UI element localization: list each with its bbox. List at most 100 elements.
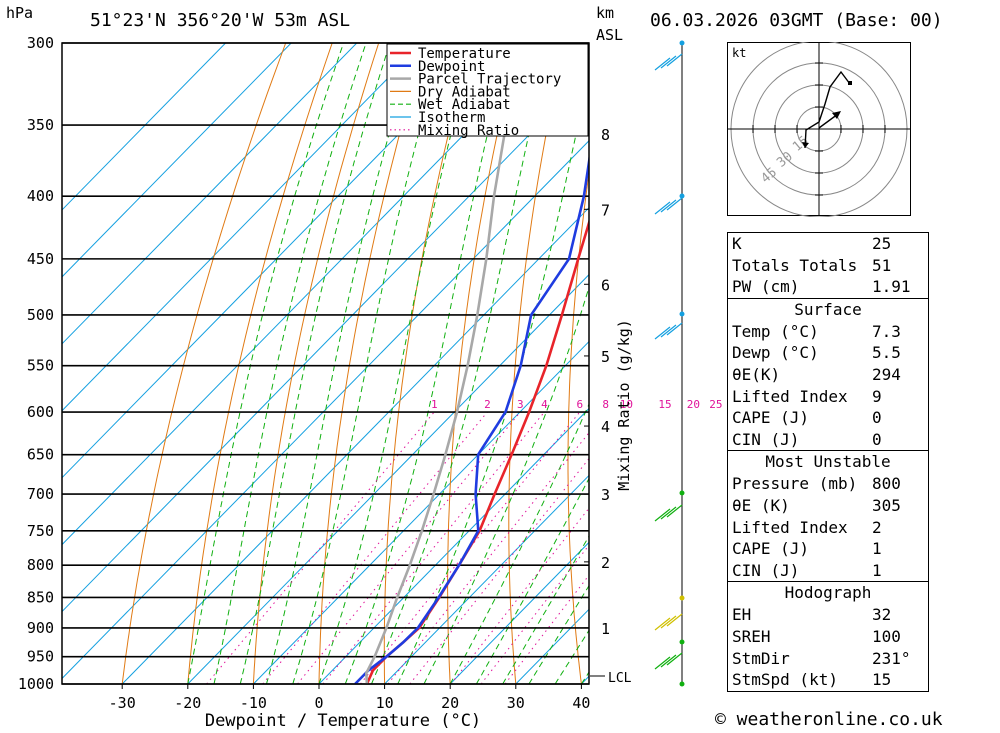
wind-level-marker <box>679 639 685 645</box>
most-unstable-title: Most Unstable <box>765 452 891 472</box>
hodo-index-value: 32 <box>872 605 892 625</box>
basic-index-value: 1.91 <box>872 277 911 297</box>
legend-label: Parcel Trajectory <box>418 72 561 88</box>
dry-adiabat-line <box>318 43 426 684</box>
surface-index-key: CAPE (J) <box>732 408 810 428</box>
legend-label: Dry Adiabat <box>418 84 511 100</box>
hodograph-start-marker <box>802 142 809 148</box>
x-axis-label: Dewpoint / Temperature (°C) <box>205 711 481 731</box>
dry-adiabat-line <box>681 25 718 710</box>
x-tick-label: -20 <box>174 694 201 712</box>
isotherm-line <box>62 43 358 345</box>
mu-index-key: Pressure (mb) <box>732 474 858 494</box>
surface-index-value: 7.3 <box>872 321 901 341</box>
pressure-tick-label: 1000 <box>18 675 54 693</box>
isotherm-line <box>187 273 589 684</box>
wind-barb <box>654 197 683 215</box>
hodo-index-key: StmSpd (kt) <box>732 670 838 690</box>
pressure-tick-label: 600 <box>27 403 54 421</box>
datetime-label: 06.03.2026 03GMT (Base: 00) <box>650 10 943 31</box>
basic-index-row: Totals Totals 51 <box>728 255 928 277</box>
wet-adiabat-line <box>449 402 589 684</box>
lcl-label: LCL <box>608 671 632 686</box>
mixing-ratio-label: 4 <box>541 398 548 411</box>
isotherm-line <box>62 43 489 479</box>
isotherm-line <box>62 43 423 412</box>
basic-index-key: PW (cm) <box>732 277 800 297</box>
wind-level-marker <box>679 311 685 317</box>
x-tick-label: 30 <box>507 694 525 712</box>
wet-adiabat-line <box>371 43 551 684</box>
mu-index-row: CIN (J) 1 <box>728 560 928 582</box>
isotherm-line <box>121 206 589 684</box>
wet-adiabat-line <box>239 43 391 684</box>
pressure-tick-label: 750 <box>27 522 54 540</box>
hodograph-indices-section: Hodograph EH 32 SREH 100 StmDir 231° StmSpd (k… <box>728 581 928 690</box>
wet-adiabat-line <box>266 43 417 684</box>
isotherm-line <box>62 43 292 278</box>
x-tick-label: 20 <box>441 694 459 712</box>
isotherm-line <box>253 340 589 684</box>
isotherm-line <box>62 43 226 211</box>
basic-indices-section: K 25 Totals Totals 51 PW (cm) 1.91 <box>728 233 928 298</box>
surface-index-row: CAPE (J) 0 <box>728 407 928 429</box>
hodograph-trace <box>804 70 851 149</box>
km-label: km <box>596 4 615 22</box>
dry-adiabat-line <box>187 43 333 684</box>
wet-adiabat-line <box>423 285 589 684</box>
km-tick-label: 8 <box>601 126 610 144</box>
mixing-ratio-line <box>409 457 589 684</box>
pressure-tick-label: 950 <box>27 648 54 666</box>
mu-index-value: 305 <box>872 495 901 515</box>
basic-index-row: K 25 <box>728 233 928 255</box>
mixing-ratio-line <box>262 411 488 684</box>
mixing-ratio-line <box>387 431 589 684</box>
x-tick-label: -30 <box>109 694 136 712</box>
hodograph-end-marker <box>848 81 852 85</box>
mu-index-value: 1 <box>872 539 882 559</box>
plot-frame <box>61 42 590 685</box>
wind-barb <box>654 322 683 340</box>
mu-index-value: 800 <box>872 474 901 494</box>
most-unstable-section: Most Unstable Pressure (mb) 800 θE (K) 305 L… <box>728 450 928 581</box>
legend-box <box>386 43 589 137</box>
pressure-tick-label: 800 <box>27 556 54 574</box>
basic-index-key: K <box>732 234 742 253</box>
pressure-tick-label: 450 <box>27 250 54 268</box>
wind-level-marker <box>679 193 685 199</box>
surface-index-value: 0 <box>872 429 882 449</box>
surface-index-row: θE(K) 294 <box>728 364 928 386</box>
mixing-ratio-line <box>504 574 589 684</box>
isotherm-line <box>62 43 554 546</box>
legend-label: Dewpoint <box>418 59 485 75</box>
pressure-tick-label: 550 <box>27 357 54 375</box>
wind-barb <box>654 53 683 71</box>
surface-index-row: Lifted Index 9 <box>728 386 928 408</box>
hodo-index-row: EH 32 <box>728 604 928 626</box>
surface-index-value: 5.5 <box>872 343 901 363</box>
dry-adiabat-line <box>936 25 1000 710</box>
mixing-ratio-axis-label: Mixing Ratio (g/kg) <box>615 319 633 491</box>
dry-adiabat-line <box>567 169 589 684</box>
km-tick-label: 5 <box>601 348 610 366</box>
wet-adiabat-line <box>292 43 445 684</box>
hodo-index-value: 231° <box>872 648 911 668</box>
mu-index-row: Pressure (mb) 800 <box>728 473 928 495</box>
surface-index-value: 294 <box>872 364 901 384</box>
hodo-index-value: 100 <box>872 626 901 646</box>
km-tick-label: 1 <box>601 620 610 638</box>
mu-index-row: CAPE (J) 1 <box>728 538 928 560</box>
surface-index-key: CIN (J) <box>732 429 800 449</box>
dry-adiabat-line <box>983 25 1000 710</box>
x-tick-label: -10 <box>240 694 267 712</box>
surface-index-row: CIN (J) 0 <box>728 429 928 451</box>
storm-motion-arrow-icon <box>832 111 841 119</box>
mixing-ratio-line <box>297 411 521 684</box>
legend-label: Isotherm <box>418 110 485 126</box>
dry-adiabat-line <box>121 43 287 684</box>
wet-adiabat-line <box>187 43 345 684</box>
mu-index-key: Lifted Index <box>732 517 848 537</box>
hodo-index-key: SREH <box>732 626 771 646</box>
pressure-tick-label: 300 <box>27 34 54 52</box>
dry-adiabat-line <box>252 43 380 684</box>
